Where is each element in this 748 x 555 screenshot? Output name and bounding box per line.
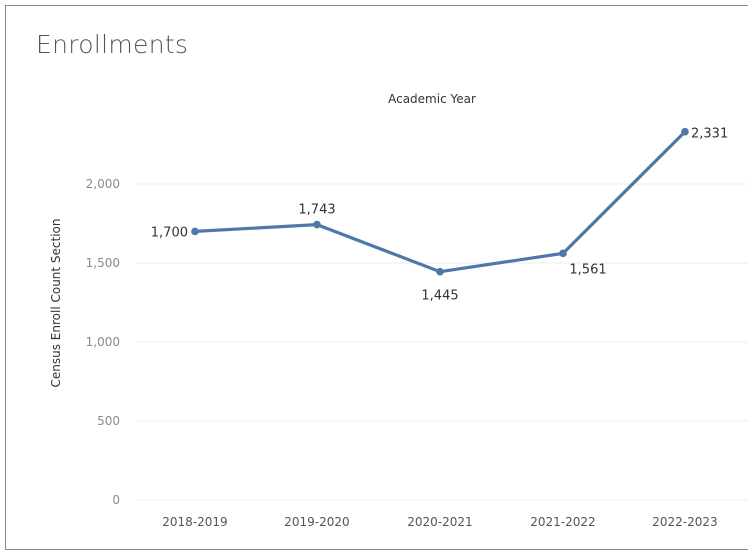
data-label: 2,331 [691, 127, 728, 142]
y-tick-label: 0 [112, 493, 120, 507]
chart-title: Enrollments [36, 30, 189, 59]
data-labels: 1,700 1,743 1,445 1,561 2,331 [151, 127, 728, 304]
series-points [191, 127, 689, 276]
data-point [313, 220, 321, 229]
data-label: 1,700 [151, 225, 188, 240]
data-label: 1,561 [569, 262, 606, 277]
gridlines [136, 183, 748, 501]
x-axis-header: Academic Year [388, 92, 476, 106]
data-label: 1,743 [298, 203, 335, 218]
x-tick-label: 2018-2019 [162, 515, 227, 529]
x-tick-label: 2022-2023 [652, 515, 717, 529]
y-tick-label: 2,000 [86, 177, 120, 191]
y-tick-label: 1,500 [86, 256, 120, 270]
chart-card [5, 5, 748, 550]
data-point [436, 267, 444, 276]
y-tick-label: 500 [97, 414, 120, 428]
series-line [193, 130, 687, 274]
x-tick-label: 2021-2022 [530, 515, 595, 529]
y-axis-title: Census Enroll Count Section [49, 218, 63, 387]
data-point [191, 227, 199, 236]
series-polyline [193, 130, 687, 274]
y-tick-label: 1,000 [86, 335, 120, 349]
data-label: 1,445 [421, 289, 458, 304]
y-axis-ticks: 0 500 1,000 1,500 2,000 [86, 177, 120, 507]
data-point [681, 127, 689, 136]
data-point [559, 249, 567, 258]
x-axis-ticks: 2018-2019 2019-2020 2020-2021 2021-2022 2022… [162, 515, 717, 529]
x-tick-label: 2020-2021 [407, 515, 472, 529]
x-tick-label: 2019-2020 [284, 515, 349, 529]
